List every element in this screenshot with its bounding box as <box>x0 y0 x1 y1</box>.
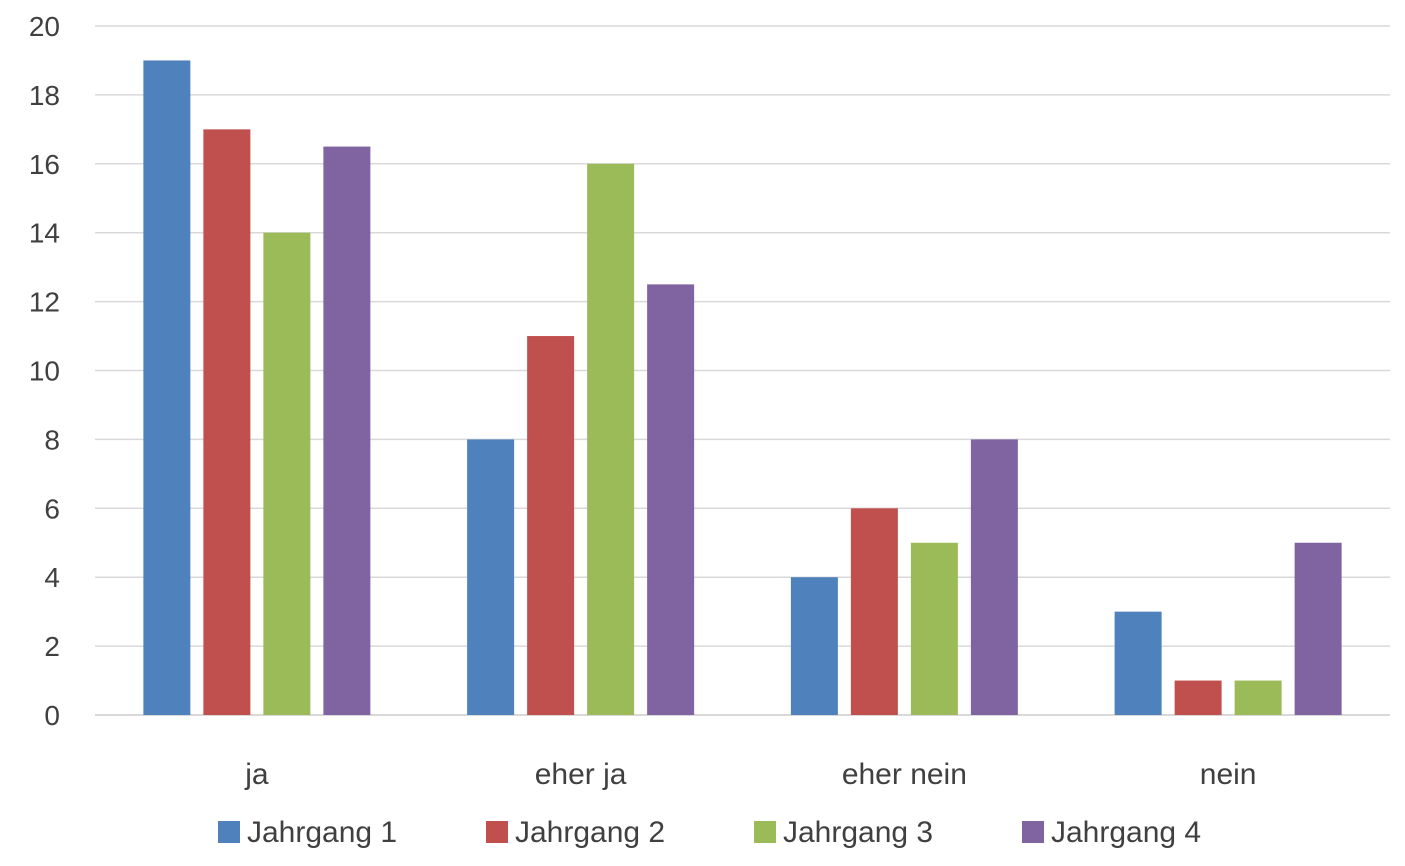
bar <box>790 577 838 715</box>
legend-label: Jahrgang 3 <box>783 816 933 849</box>
y-tick-label: 20 <box>29 11 60 42</box>
x-category-label: eher nein <box>842 758 967 791</box>
bar-series <box>143 60 1342 716</box>
y-tick-label: 12 <box>29 287 60 318</box>
legend-swatch <box>486 821 508 843</box>
legend-item: Jahrgang 4 <box>1022 816 1201 849</box>
bar <box>203 129 251 716</box>
series-2 <box>203 129 1222 716</box>
bar <box>263 232 311 715</box>
legend-item: Jahrgang 3 <box>754 816 933 849</box>
x-category-label: eher ja <box>535 758 627 791</box>
legend-swatch <box>1022 821 1044 843</box>
y-gridlines <box>95 25 1390 716</box>
x-axis: ja eher ja eher nein nein <box>244 758 1256 791</box>
series-1 <box>143 60 1162 715</box>
bar <box>970 439 1018 715</box>
bar <box>587 163 635 716</box>
y-tick-label: 14 <box>29 218 60 249</box>
bar <box>527 336 575 715</box>
series-3 <box>263 163 1282 716</box>
legend-label: Jahrgang 2 <box>515 816 665 849</box>
y-tick-label: 2 <box>44 631 60 662</box>
y-tick-label: 4 <box>44 562 60 593</box>
legend-item: Jahrgang 1 <box>218 816 397 849</box>
bar <box>850 508 898 715</box>
legend-label: Jahrgang 4 <box>1051 816 1201 849</box>
y-tick-label: 8 <box>44 424 60 455</box>
bar <box>1114 611 1162 715</box>
y-tick-label: 6 <box>44 493 60 524</box>
bar <box>1174 680 1222 715</box>
y-tick-label: 16 <box>29 149 60 180</box>
bar <box>1294 542 1342 715</box>
y-tick-label: 18 <box>29 80 60 111</box>
bar <box>647 284 695 715</box>
bar <box>910 542 958 715</box>
legend: Jahrgang 1 Jahrgang 2 Jahrgang 3 Jahrgang 4 <box>218 816 1201 849</box>
legend-label: Jahrgang 1 <box>247 816 397 849</box>
y-tick-label: 10 <box>29 356 60 387</box>
x-category-label: nein <box>1200 758 1257 791</box>
x-category-label: ja <box>244 758 269 791</box>
legend-swatch <box>218 821 240 843</box>
y-tick-label: 0 <box>44 700 60 731</box>
bar <box>143 60 191 715</box>
series-4 <box>323 146 1342 715</box>
bar <box>323 146 371 715</box>
legend-swatch <box>754 821 776 843</box>
bar <box>1234 680 1282 715</box>
bar <box>467 439 515 715</box>
y-axis-tick-labels: 0 2 4 6 8 10 12 14 16 18 20 <box>29 11 60 731</box>
legend-item: Jahrgang 2 <box>486 816 665 849</box>
